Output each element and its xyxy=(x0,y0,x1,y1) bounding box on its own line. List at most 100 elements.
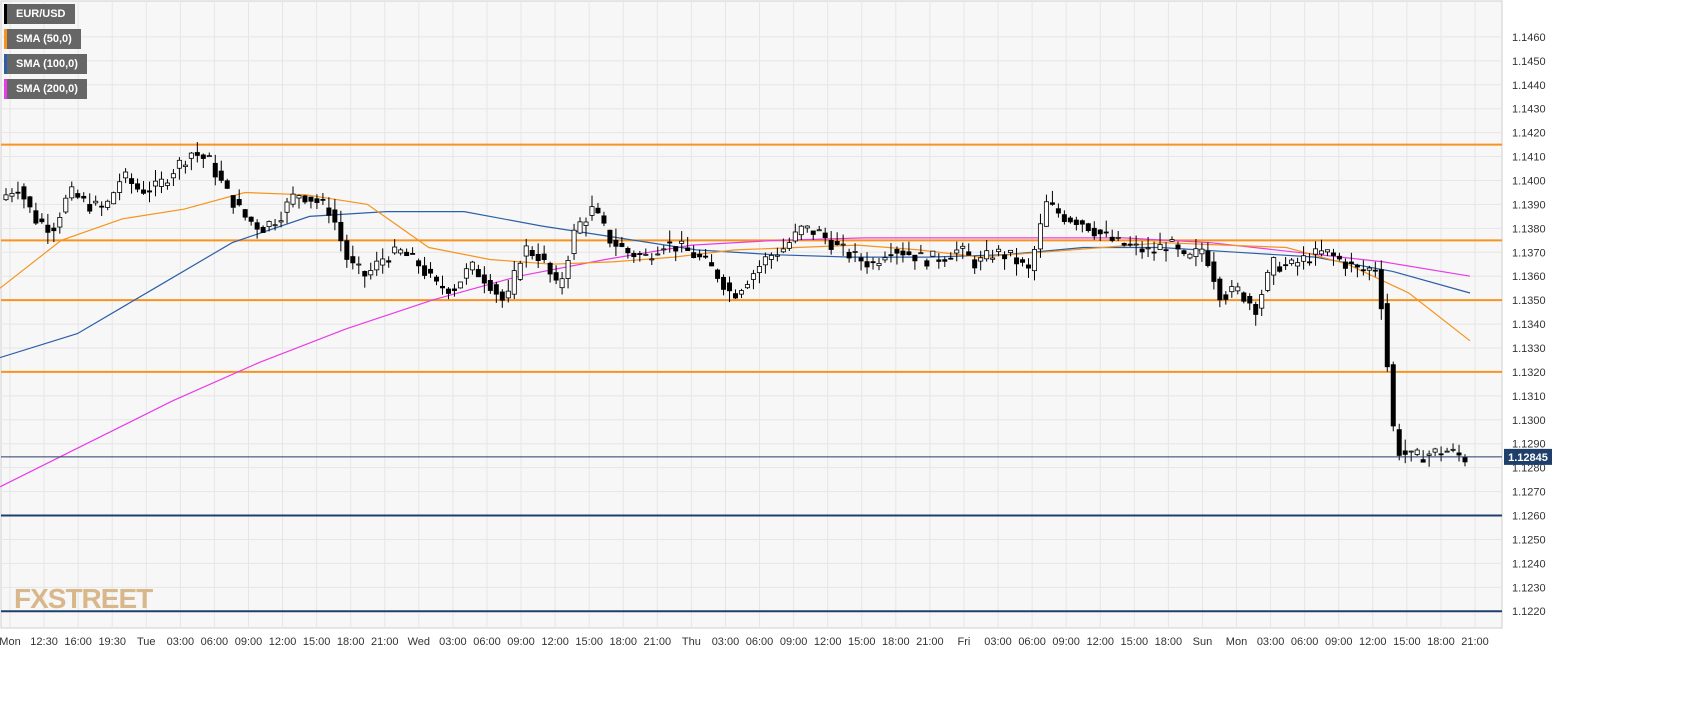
x-tick-label: 03:00 xyxy=(1257,636,1285,648)
candle-body xyxy=(386,260,392,263)
candle-body xyxy=(924,260,930,267)
candle-body xyxy=(1205,250,1211,267)
candle-body xyxy=(27,196,33,208)
legend: EUR/USD SMA (50,0) SMA (100,0) SMA (200,… xyxy=(4,4,87,104)
candle-body xyxy=(505,290,511,299)
candle-body xyxy=(1384,303,1390,368)
candle-body xyxy=(1169,239,1175,242)
candle-body xyxy=(152,180,158,187)
candle-body xyxy=(212,162,218,178)
candle-body xyxy=(804,225,810,229)
candle-body xyxy=(1426,453,1432,456)
candle-body xyxy=(774,254,780,257)
candle-body xyxy=(278,220,284,223)
candle-body xyxy=(715,269,721,279)
x-tick-label: 15:00 xyxy=(1393,636,1421,648)
fxstreet-logo: FXSTREET xyxy=(14,583,153,614)
y-tick-label: 1.1260 xyxy=(1512,511,1546,523)
candle-body xyxy=(1324,249,1330,253)
candle-body xyxy=(930,250,936,257)
legend-label-eurusd: EUR/USD xyxy=(16,8,66,20)
candle-body xyxy=(111,192,117,205)
candle-body xyxy=(1091,227,1097,237)
x-tick-label: 06:00 xyxy=(1291,636,1319,648)
candle-body xyxy=(45,224,51,233)
y-tick-label: 1.1340 xyxy=(1512,319,1546,331)
candle-body xyxy=(954,249,960,254)
candle-body xyxy=(272,224,278,227)
candle-body xyxy=(374,260,380,271)
candle-body xyxy=(147,190,152,193)
x-tick-label: 03:00 xyxy=(439,636,467,648)
legend-item-sma-50[interactable]: SMA (50,0) xyxy=(4,29,81,49)
candle-body xyxy=(1330,252,1336,256)
candle-body xyxy=(1002,254,1008,260)
candle-body xyxy=(589,206,595,216)
candle-body xyxy=(673,246,679,252)
candle-body xyxy=(786,242,792,249)
candle-body xyxy=(15,191,21,194)
candle-body xyxy=(475,269,481,278)
x-tick-label: 09:00 xyxy=(235,636,263,648)
candle-body xyxy=(440,285,445,289)
candle-body xyxy=(613,239,619,247)
legend-label-sma-100: SMA (100,0) xyxy=(16,58,78,70)
x-tick-label: 19:30 xyxy=(98,636,126,648)
candle-body xyxy=(517,262,523,280)
candle-body xyxy=(768,254,774,260)
candle-body xyxy=(1211,261,1217,282)
candle-body xyxy=(870,261,876,264)
legend-swatch-eurusd xyxy=(4,4,7,24)
candle-body xyxy=(1456,452,1462,456)
candle-body xyxy=(852,251,858,253)
candle-body xyxy=(356,263,362,266)
x-tick-label: Fri xyxy=(958,636,971,648)
y-tick-label: 1.1280 xyxy=(1512,463,1546,475)
candle-body xyxy=(1037,223,1043,250)
legend-item-sma-200[interactable]: SMA (200,0) xyxy=(4,79,87,99)
candle-body xyxy=(828,240,834,250)
legend-item-eurusd[interactable]: EUR/USD xyxy=(4,4,75,24)
x-tick-label: 15:00 xyxy=(575,636,603,648)
candle-body xyxy=(117,181,123,193)
candle-body xyxy=(1432,448,1438,453)
candle-body xyxy=(141,189,147,194)
legend-item-sma-100[interactable]: SMA (100,0) xyxy=(4,54,87,74)
candle-body xyxy=(1450,448,1456,451)
candle-body xyxy=(1061,214,1067,222)
x-tick-label: 03:00 xyxy=(984,636,1012,648)
candle-body xyxy=(57,217,63,228)
x-tick-label: 06:00 xyxy=(746,636,774,648)
candle-body xyxy=(912,254,918,262)
candle-body xyxy=(236,199,242,206)
candle-body xyxy=(1462,456,1468,463)
x-tick-label: 21:00 xyxy=(371,636,399,648)
candle-body xyxy=(81,195,87,199)
candle-body xyxy=(1259,294,1265,309)
candle-body xyxy=(463,268,469,279)
candle-body xyxy=(1151,251,1157,254)
candle-body xyxy=(1342,261,1348,269)
candle-body xyxy=(362,271,368,277)
candle-body xyxy=(445,288,451,294)
candle-body xyxy=(1175,244,1181,250)
x-tick-label: 12:00 xyxy=(541,636,569,648)
candle-body xyxy=(308,196,314,202)
candle-body xyxy=(1396,429,1402,456)
candle-body xyxy=(1277,266,1283,272)
y-tick-label: 1.1350 xyxy=(1512,295,1546,307)
candle-body xyxy=(948,257,954,260)
legend-swatch-sma-100 xyxy=(4,54,7,74)
candle-body xyxy=(703,255,709,258)
candle-body xyxy=(553,272,559,281)
x-tick-label: 18:00 xyxy=(337,636,365,648)
candle-body xyxy=(170,173,176,179)
candle-body xyxy=(75,193,81,198)
y-tick-label: 1.1300 xyxy=(1512,415,1546,427)
candle-body xyxy=(260,226,266,233)
candle-body xyxy=(643,253,649,256)
candle-body xyxy=(194,152,200,156)
candle-body xyxy=(780,248,786,253)
y-tick-label: 1.1380 xyxy=(1512,223,1546,235)
